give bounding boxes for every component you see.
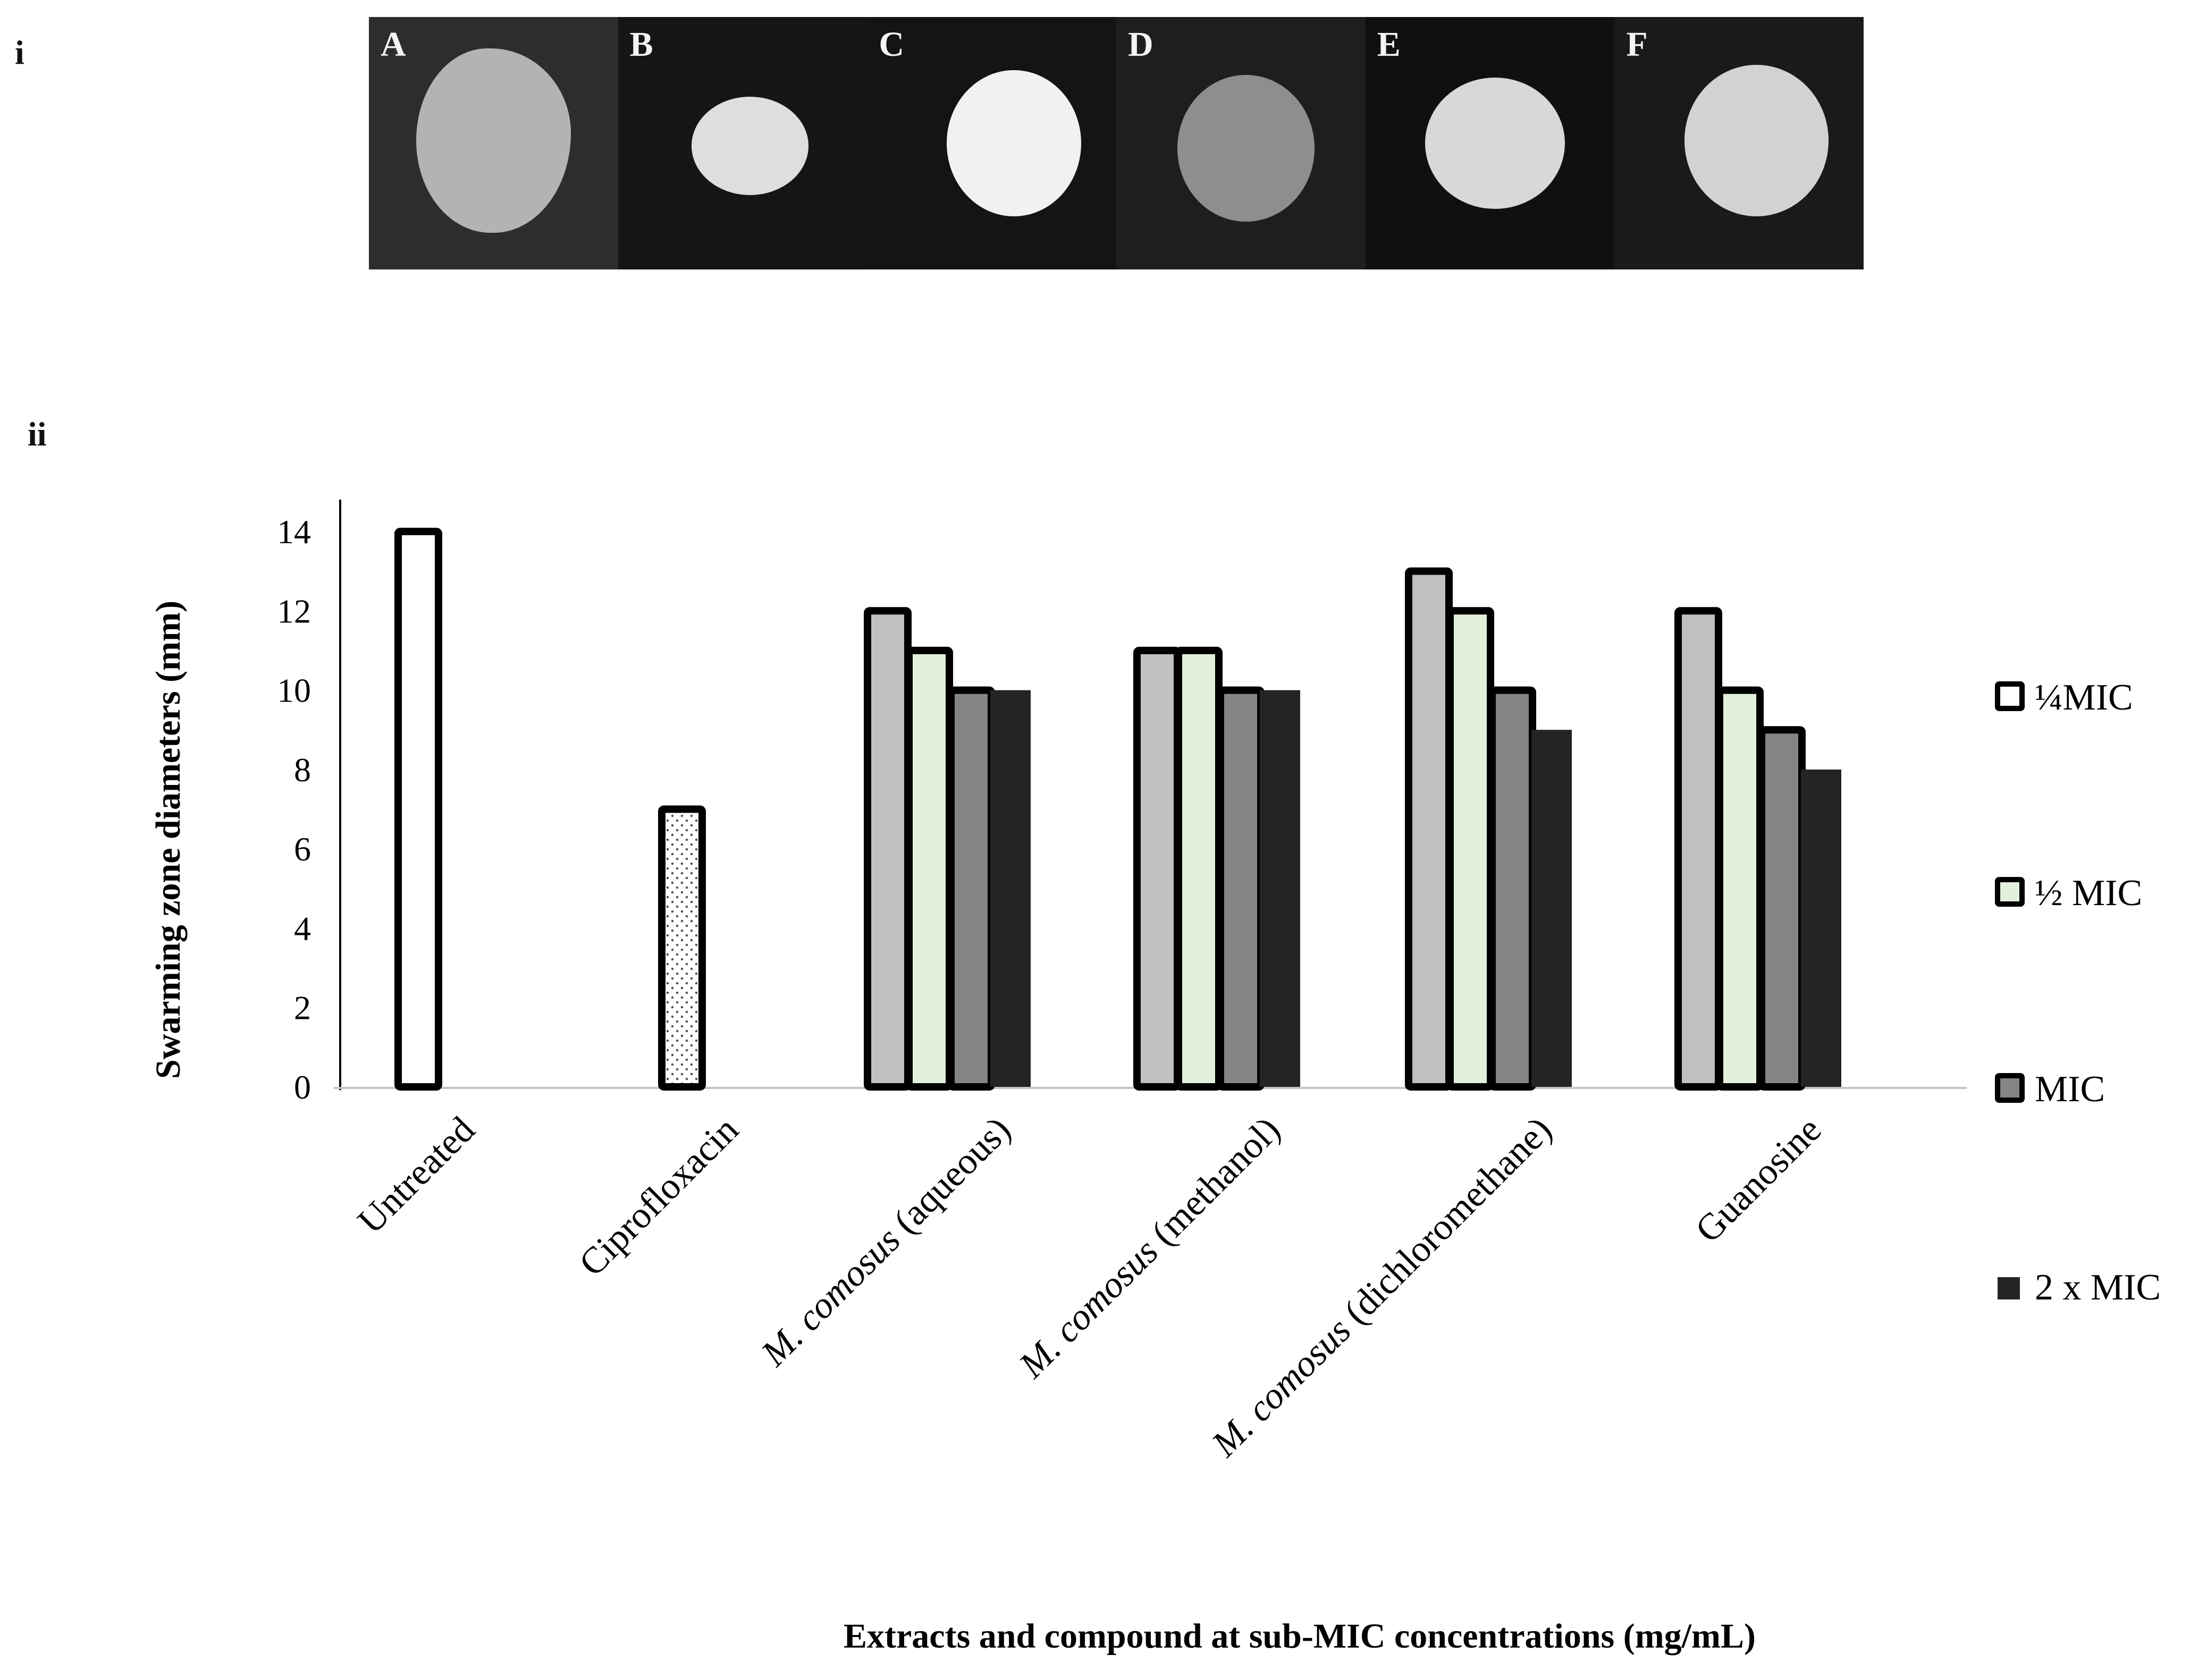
legend-label: 2 x MIC (2035, 1267, 2161, 1308)
bar (1801, 769, 1841, 1087)
y-tick-label: 0 (294, 1068, 311, 1106)
y-tick-label: 6 (294, 830, 311, 868)
colony-spot (1177, 75, 1315, 222)
bar (1260, 690, 1300, 1087)
bar (1405, 567, 1453, 1091)
y-tick-label: 10 (277, 672, 311, 710)
colony-spot (691, 96, 809, 195)
plate-letter: B (629, 25, 653, 64)
bar (1446, 607, 1494, 1091)
category-label-text: (dichloromethane) (1330, 1109, 1560, 1339)
panel-label-i: i (15, 33, 24, 71)
category-label-italic: M. comosus (753, 1219, 908, 1374)
bar (658, 805, 706, 1091)
bar (1217, 686, 1265, 1091)
colony-spot (1684, 65, 1829, 217)
bar (905, 646, 953, 1091)
category-label-text: (methanol) (1137, 1109, 1288, 1260)
bar (1133, 646, 1181, 1091)
legend-swatch (1995, 681, 2025, 711)
category-label-text: Untreated (350, 1109, 483, 1242)
panel-label-ii: ii (28, 415, 47, 453)
bar (1716, 686, 1764, 1091)
bar (394, 528, 442, 1091)
x-axis-title: Extracts and compound at sub-MIC concent… (844, 1617, 1756, 1656)
plate-letter: F (1626, 25, 1648, 64)
bar (1531, 730, 1572, 1087)
y-axis-title: Swarming zone diameters (mm) (149, 601, 188, 1079)
y-tick-label: 4 (294, 909, 311, 947)
plate-c: C (867, 17, 1117, 269)
legend-label: ½ MIC (2035, 873, 2142, 914)
bar (1674, 607, 1722, 1091)
plate-a: A (369, 17, 618, 269)
plate-f: F (1614, 17, 1864, 269)
plate-b: B (618, 17, 867, 269)
bar (1175, 646, 1223, 1091)
category-label: M. comosus (aqueous) (753, 1109, 1018, 1374)
plate-e: E (1365, 17, 1615, 269)
colony-spot (947, 70, 1082, 217)
category-label-text: (aqueous) (879, 1109, 1018, 1248)
y-tick-label: 12 (277, 592, 311, 630)
plate-letter: E (1377, 25, 1401, 64)
swarming-plates-photo-strip: A B C D E F (369, 17, 1864, 269)
bar (1488, 686, 1536, 1091)
plate-letter: C (879, 25, 905, 64)
plate-d: D (1116, 17, 1366, 269)
colony-spot (416, 48, 571, 233)
legend-label: ¼MIC (2035, 677, 2133, 718)
bar (1758, 726, 1806, 1091)
bar (947, 686, 995, 1091)
bar (864, 607, 912, 1091)
y-tick-label: 2 (294, 989, 311, 1027)
colony-spot (1425, 78, 1565, 209)
category-label: Ciprofloxacin (571, 1109, 746, 1284)
plate-letter: D (1128, 25, 1153, 64)
category-label: M. comosus (methanol) (1011, 1109, 1288, 1386)
category-label-text: Ciprofloxacin (571, 1109, 746, 1284)
legend-label: MIC (2035, 1069, 2105, 1110)
legend-swatch (1995, 877, 2025, 907)
y-tick-label: 8 (294, 751, 311, 789)
category-label: Untreated (350, 1109, 483, 1242)
category-label-text: Guanosine (1688, 1109, 1829, 1251)
category-label: Guanosine (1688, 1109, 1829, 1251)
y-tick-label: 14 (277, 513, 311, 551)
bar (990, 690, 1031, 1087)
legend-swatch (1995, 1073, 2025, 1103)
category-label-italic: M. comosus (1204, 1310, 1359, 1465)
legend-swatch (1998, 1277, 2020, 1299)
category-label-italic: M. comosus (1011, 1231, 1166, 1386)
plate-letter: A (381, 25, 406, 64)
